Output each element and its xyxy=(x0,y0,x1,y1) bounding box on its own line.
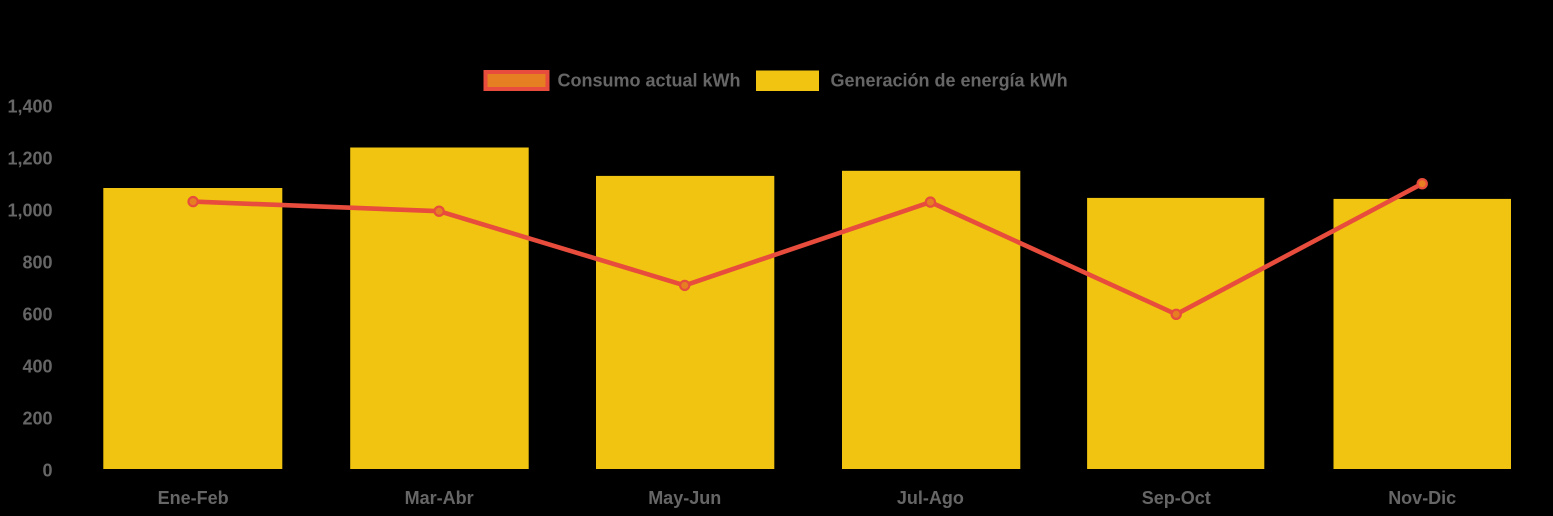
svg-text:400: 400 xyxy=(22,357,52,377)
svg-text:1,400: 1,400 xyxy=(7,97,52,117)
svg-text:0: 0 xyxy=(42,461,52,481)
svg-text:Consumo actual kWh: Consumo actual kWh xyxy=(558,70,741,90)
svg-text:1,000: 1,000 xyxy=(7,201,52,221)
svg-text:1,200: 1,200 xyxy=(7,149,52,169)
svg-text:May-Jun: May-Jun xyxy=(648,488,721,508)
svg-text:600: 600 xyxy=(22,305,52,325)
svg-text:Ene-Feb: Ene-Feb xyxy=(158,488,229,508)
svg-text:Generación de energía kWh: Generación de energía kWh xyxy=(831,70,1068,90)
svg-text:Mar-Abr: Mar-Abr xyxy=(405,488,474,508)
svg-text:Jul-Ago: Jul-Ago xyxy=(897,488,964,508)
svg-text:Nov-Dic: Nov-Dic xyxy=(1388,488,1456,508)
svg-text:200: 200 xyxy=(22,409,52,429)
svg-text:800: 800 xyxy=(22,253,52,273)
svg-text:Sep-Oct: Sep-Oct xyxy=(1142,488,1211,508)
